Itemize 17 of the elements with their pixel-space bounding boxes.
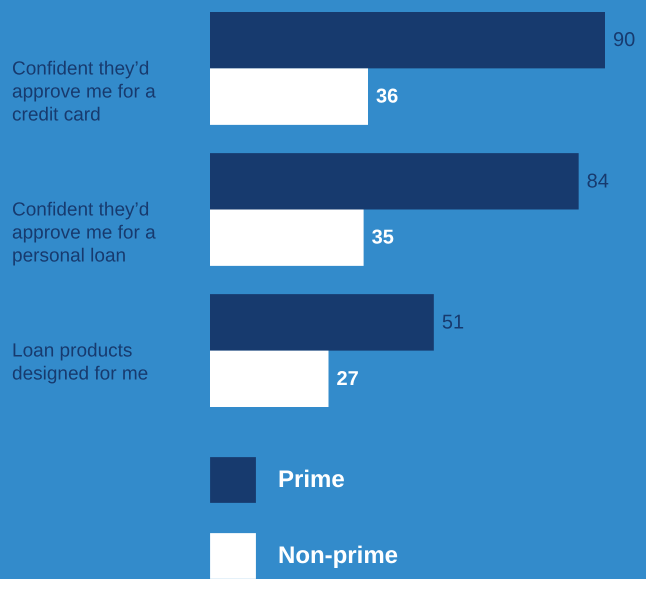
bar [210, 210, 364, 266]
y-tick-label: Loan products designed for me [12, 340, 148, 385]
data-label: 35 [372, 226, 394, 249]
bar [210, 12, 605, 68]
data-label: 90 [613, 29, 636, 52]
bar [210, 294, 434, 351]
bar [210, 68, 368, 125]
legend-label: Prime [278, 466, 345, 493]
data-label: 27 [336, 368, 359, 390]
data-label: 36 [376, 86, 398, 108]
bar [210, 350, 328, 407]
data-label: 84 [586, 170, 609, 192]
y-tick-label: Confident they’d approve me for a personal loan [12, 200, 156, 266]
bar [210, 153, 579, 210]
legend-label: Non-prime [278, 542, 398, 569]
data-label: 51 [442, 311, 464, 334]
y-tick-label: Confident they’d approve me for a credit card [12, 58, 156, 126]
